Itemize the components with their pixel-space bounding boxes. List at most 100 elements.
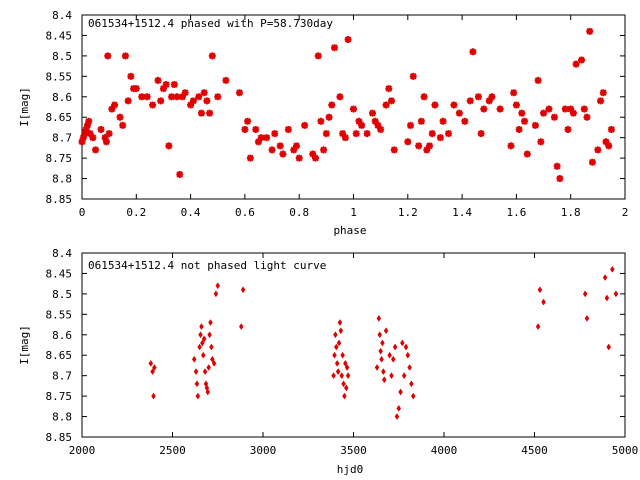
data-point [244, 117, 252, 125]
data-point [162, 81, 170, 89]
x-tick-label: 1.4 [452, 206, 472, 219]
data-point [480, 105, 488, 113]
data-point [200, 339, 205, 347]
data-point [550, 113, 558, 121]
data-point [436, 134, 444, 142]
data-point [200, 351, 206, 359]
data-point [450, 101, 458, 109]
data-point [181, 89, 189, 97]
data-point [350, 105, 357, 113]
y-tick-label: 8.5 [52, 288, 72, 301]
data-point [213, 290, 219, 298]
data-point [381, 376, 387, 384]
data-point [567, 105, 575, 113]
data-point [200, 89, 208, 97]
data-point [426, 142, 434, 150]
data-point [580, 105, 588, 113]
x-tick-label: 0.8 [289, 206, 309, 219]
data-point [374, 121, 382, 129]
data-point [415, 142, 423, 150]
data-point [202, 368, 208, 376]
data-point [439, 117, 447, 125]
chart-title-phased: 061534+1512.4 phased with P=58.730day [88, 17, 333, 30]
x-tick-label: 2000 [69, 444, 96, 457]
data-point [371, 117, 379, 125]
data-point [222, 76, 230, 84]
y-tick-label: 8.6 [52, 329, 72, 342]
data-point [455, 109, 463, 117]
data-point [209, 343, 214, 351]
data-point [339, 372, 345, 380]
data-point [363, 130, 371, 138]
data-point [333, 331, 338, 339]
data-point [466, 97, 474, 105]
y-tick-label: 8.4 [52, 247, 72, 260]
plot-frame-unphased [81, 252, 626, 438]
data-point [597, 97, 605, 105]
data-point [379, 355, 384, 363]
data-point [518, 109, 526, 117]
data-point [396, 404, 402, 412]
data-point [132, 85, 140, 93]
data-point [594, 146, 602, 154]
data-point [320, 146, 328, 154]
data-point [404, 138, 412, 146]
data-point [82, 125, 90, 133]
data-point [407, 364, 412, 371]
data-point [279, 150, 287, 158]
data-point [335, 368, 341, 376]
y-tick-label: 8.75 [46, 390, 73, 403]
x-axis-label-unphased: hjd0 [337, 463, 364, 476]
data-point [311, 154, 319, 162]
data-point [79, 134, 87, 142]
data-point [345, 372, 351, 380]
data-point [317, 117, 325, 125]
y-tick-label: 8.8 [52, 411, 72, 424]
data-point [342, 392, 347, 400]
data-point [377, 125, 385, 133]
data-point [343, 359, 348, 367]
data-point [157, 97, 165, 105]
data-point [369, 109, 377, 117]
data-point [352, 130, 360, 138]
data-point [409, 380, 414, 388]
x-tick-label: 3000 [250, 444, 277, 457]
data-point [210, 355, 215, 363]
data-point [496, 105, 504, 113]
data-point [330, 44, 338, 52]
data-point [398, 388, 403, 396]
data-point [610, 265, 615, 273]
data-point [331, 372, 336, 380]
data-point [178, 93, 186, 101]
data-point [276, 142, 284, 150]
data-point [553, 162, 561, 170]
data-point [507, 142, 515, 150]
data-point [332, 351, 337, 359]
data-point [257, 134, 265, 142]
data-point [602, 274, 608, 281]
data-point [292, 142, 300, 150]
data-point [203, 97, 211, 105]
data-point [613, 290, 619, 298]
data-point [606, 343, 612, 351]
data-point [111, 101, 119, 109]
data-point [193, 368, 199, 376]
data-point [605, 142, 613, 150]
y-tick-label: 8.55 [46, 308, 73, 321]
data-point [208, 319, 213, 326]
data-point [284, 125, 292, 133]
x-tick-label: 1.2 [398, 206, 418, 219]
y-tick-label: 8.45 [46, 267, 73, 280]
data-point [176, 170, 184, 178]
x-tick-label: 0.2 [126, 206, 146, 219]
data-point [191, 355, 197, 363]
data-point [127, 72, 135, 80]
data-point [588, 158, 596, 166]
data-point [214, 93, 222, 101]
data-point [301, 121, 309, 129]
data-point [385, 85, 393, 93]
data-point [417, 117, 425, 125]
y-tick-label: 8.7 [52, 132, 72, 145]
data-point [401, 372, 407, 380]
